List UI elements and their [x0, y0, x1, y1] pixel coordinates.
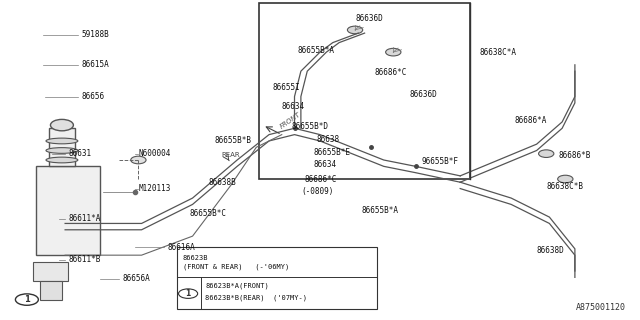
FancyBboxPatch shape — [36, 166, 100, 255]
Text: 86655B*C: 86655B*C — [189, 209, 227, 219]
Text: 86656: 86656 — [81, 92, 104, 101]
FancyBboxPatch shape — [49, 128, 75, 166]
Text: 86615A: 86615A — [81, 60, 109, 69]
Circle shape — [51, 119, 74, 131]
Text: 86638: 86638 — [317, 135, 340, 144]
Text: N600004: N600004 — [138, 149, 171, 158]
Text: 86655B*E: 86655B*E — [314, 148, 351, 156]
Circle shape — [539, 150, 554, 157]
Text: 1: 1 — [24, 295, 30, 304]
Text: 86655B*D: 86655B*D — [291, 122, 328, 131]
Circle shape — [131, 156, 146, 164]
Text: 86611*A: 86611*A — [68, 214, 100, 223]
Text: 86655B*B: 86655B*B — [215, 136, 252, 146]
Circle shape — [557, 175, 573, 183]
Text: M120113: M120113 — [138, 184, 171, 193]
Text: REAR: REAR — [221, 152, 240, 158]
Text: 86686*C: 86686*C — [374, 68, 406, 77]
Text: 86634: 86634 — [282, 101, 305, 111]
Text: 86686*B: 86686*B — [559, 151, 591, 160]
Circle shape — [386, 48, 401, 56]
Text: (FRONT & REAR)   (-'06MY): (FRONT & REAR) (-'06MY) — [183, 264, 289, 270]
Text: 86636D: 86636D — [355, 14, 383, 23]
Ellipse shape — [46, 138, 78, 144]
Text: 86634: 86634 — [314, 160, 337, 169]
Text: 1: 1 — [186, 289, 191, 298]
FancyBboxPatch shape — [33, 261, 68, 281]
Text: 86616A: 86616A — [167, 243, 195, 252]
Text: 86623B: 86623B — [183, 255, 209, 261]
Text: 96655B*F: 96655B*F — [422, 157, 459, 166]
Text: 86655B*A: 86655B*A — [362, 206, 399, 215]
Text: A875001120: A875001120 — [576, 303, 626, 312]
Text: 86623B*A(FRONT): 86623B*A(FRONT) — [205, 282, 269, 289]
Ellipse shape — [46, 148, 78, 153]
Text: 86686*C: 86686*C — [304, 174, 337, 184]
Text: 86636D: 86636D — [409, 91, 437, 100]
Text: 86656A: 86656A — [122, 275, 150, 284]
Text: 59188B: 59188B — [81, 30, 109, 39]
Text: 86638B: 86638B — [209, 178, 236, 187]
Text: 86623B*B(REAR)  ('07MY-): 86623B*B(REAR) ('07MY-) — [205, 295, 307, 301]
Text: 86638D: 86638D — [537, 246, 564, 255]
Text: 86655I: 86655I — [272, 83, 300, 92]
Text: 86638C*A: 86638C*A — [479, 48, 516, 57]
Ellipse shape — [46, 157, 78, 163]
Text: 86655B*A: 86655B*A — [298, 46, 335, 55]
Text: 86631: 86631 — [68, 149, 92, 158]
Text: 86611*B: 86611*B — [68, 255, 100, 264]
Text: 86638C*B: 86638C*B — [546, 182, 583, 191]
FancyBboxPatch shape — [40, 281, 62, 300]
Text: FRONT: FRONT — [278, 111, 301, 130]
FancyBboxPatch shape — [177, 247, 378, 309]
Circle shape — [15, 294, 38, 305]
Circle shape — [348, 26, 363, 34]
Text: 86686*A: 86686*A — [515, 116, 547, 125]
Circle shape — [179, 289, 198, 298]
Text: (-0809): (-0809) — [301, 187, 333, 196]
